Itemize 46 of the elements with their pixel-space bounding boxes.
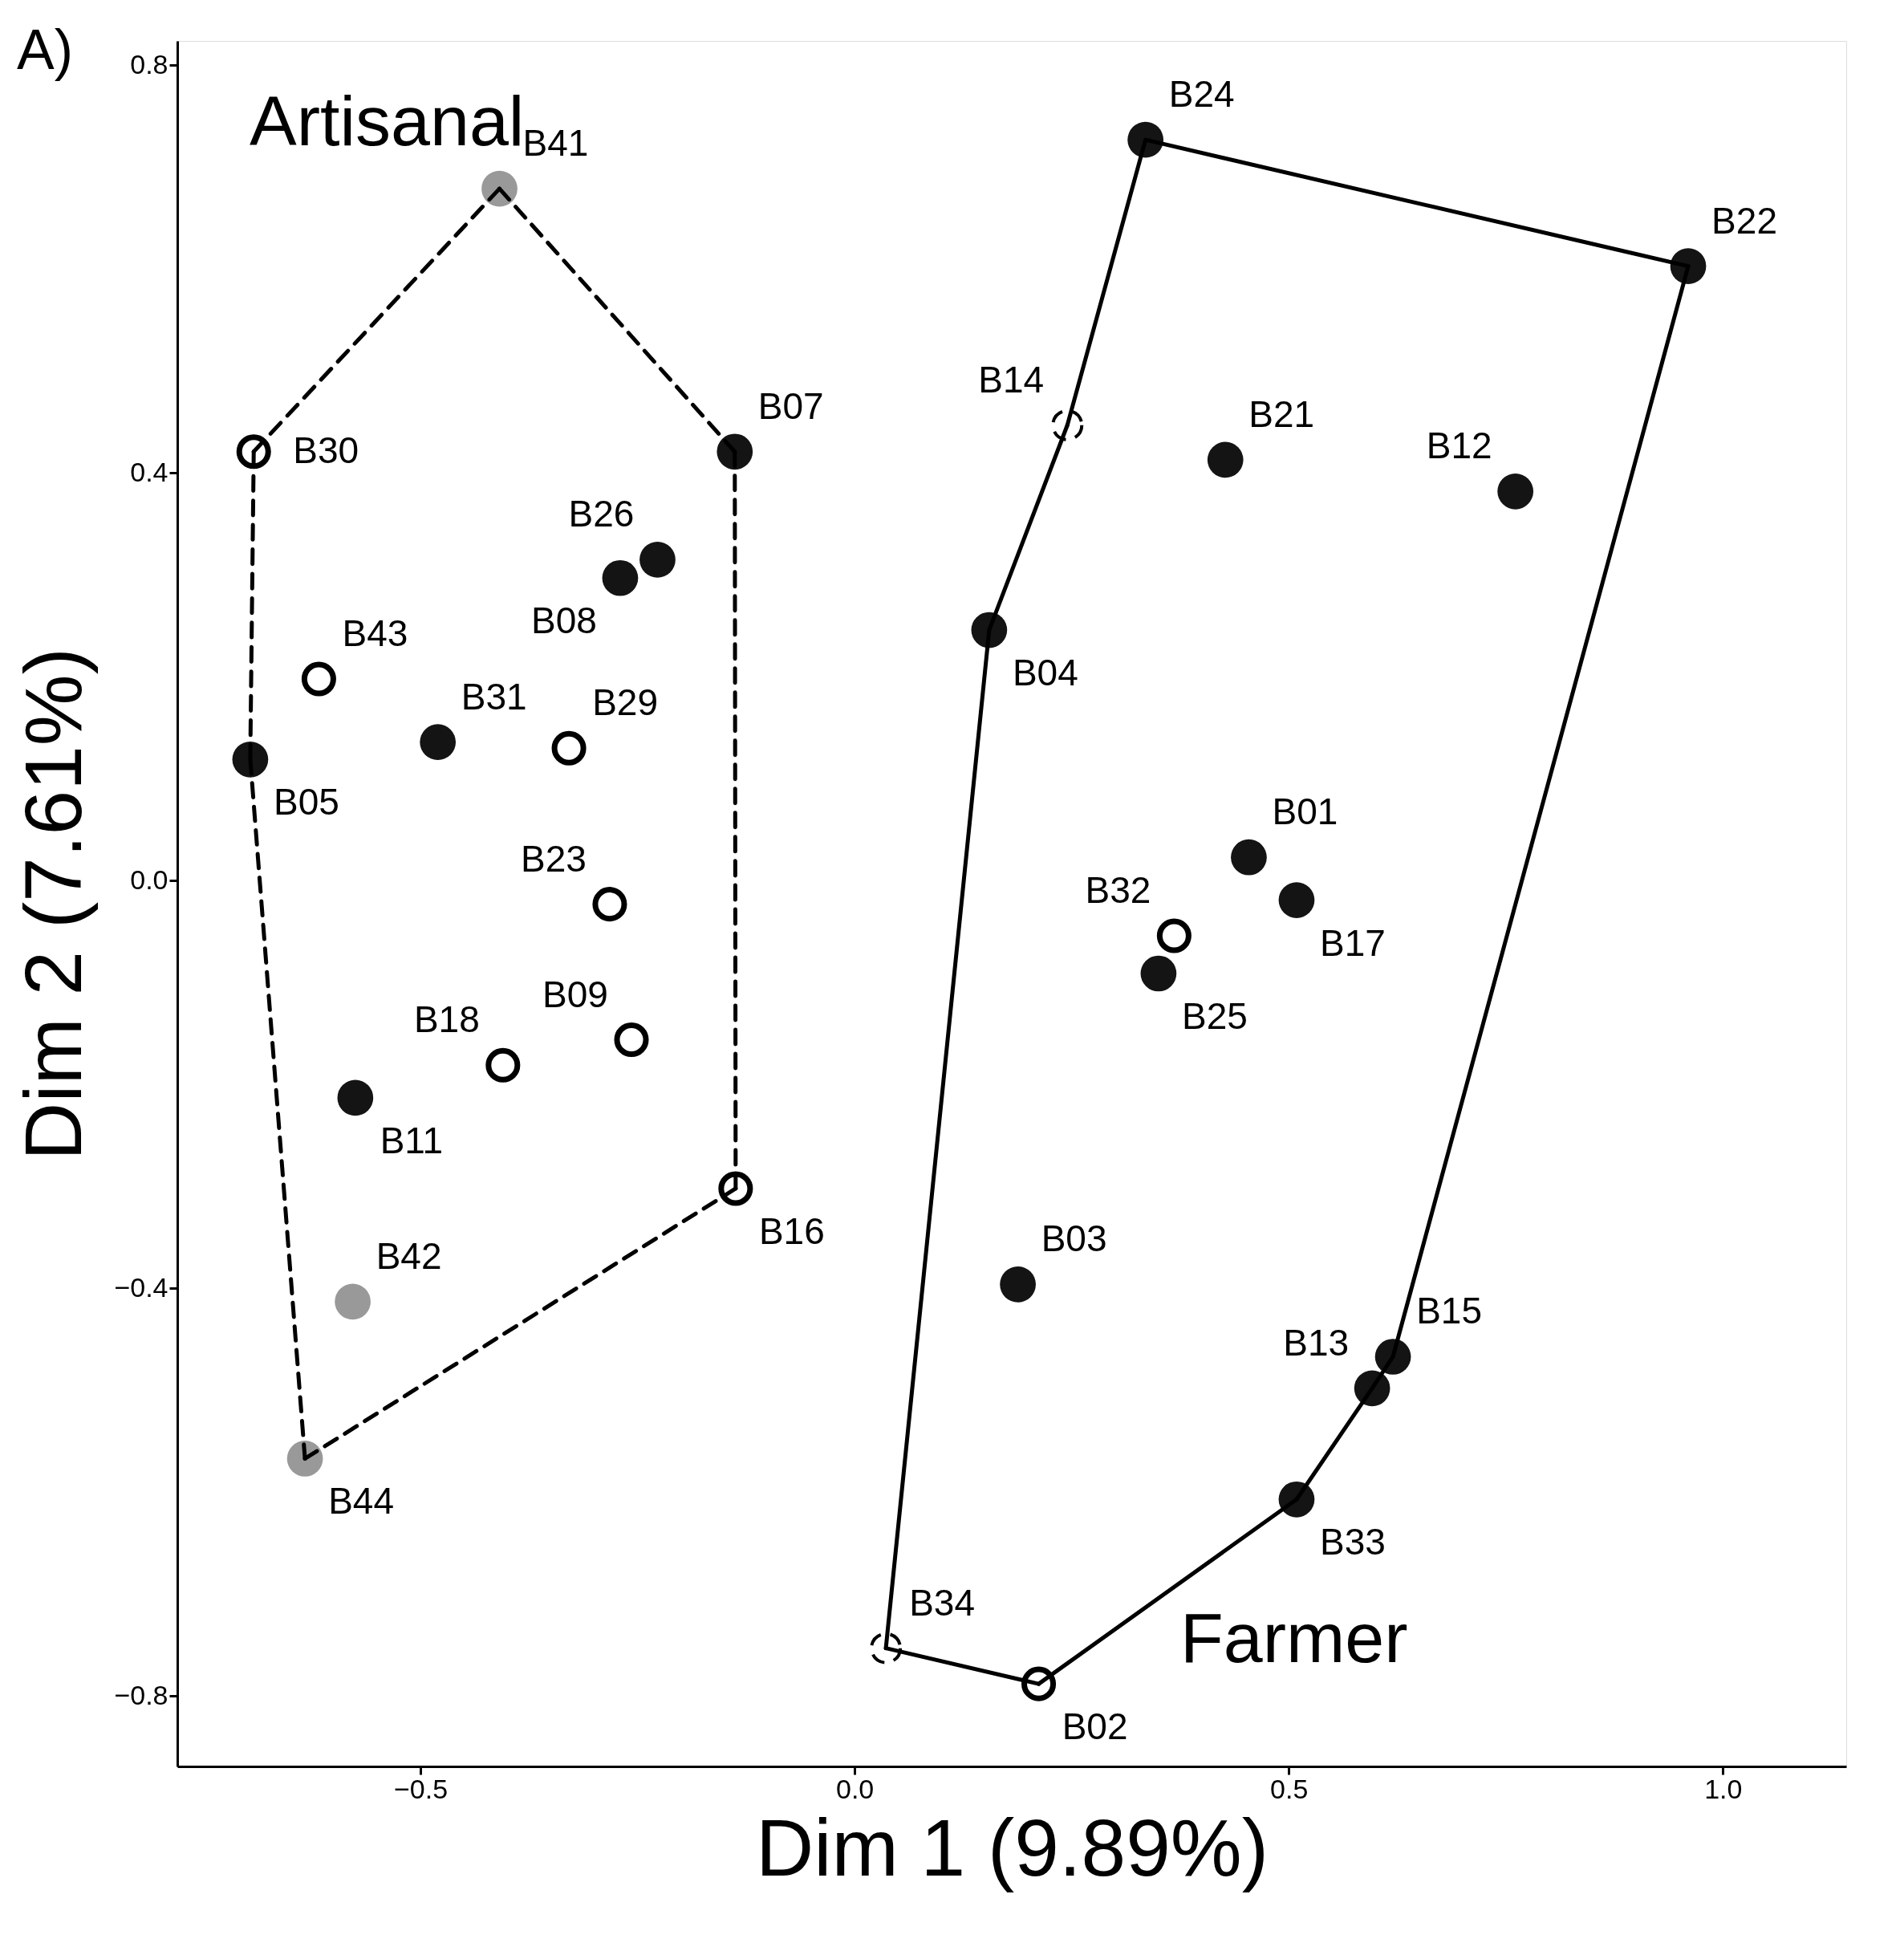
x-tick-label: 0.0 bbox=[835, 1773, 875, 1804]
data-label: B13 bbox=[1283, 1321, 1350, 1364]
data-label: B07 bbox=[757, 384, 824, 427]
text: A) bbox=[17, 18, 73, 81]
y-tick-label: −0.8 bbox=[114, 1679, 168, 1710]
data-label: B42 bbox=[376, 1234, 442, 1277]
data-label: B32 bbox=[1085, 869, 1151, 911]
y-tick-label: 0.0 bbox=[130, 864, 168, 895]
data-label: B24 bbox=[1168, 73, 1235, 116]
data-label: B14 bbox=[978, 358, 1045, 400]
data-label: B09 bbox=[542, 973, 608, 1015]
data-label: B18 bbox=[413, 998, 480, 1041]
y-tick-label: 0.4 bbox=[130, 456, 168, 487]
data-label: B11 bbox=[380, 1119, 444, 1161]
y-axis-title: Dim 2 (7.61%) bbox=[8, 647, 99, 1161]
data-label: B23 bbox=[521, 837, 587, 880]
data-label: B12 bbox=[1426, 425, 1492, 467]
x-tick-label: 1.0 bbox=[1704, 1773, 1743, 1804]
data-label: B29 bbox=[592, 681, 658, 724]
data-label: B22 bbox=[1711, 199, 1777, 242]
x-tick-label: −0.5 bbox=[393, 1773, 449, 1804]
y-tick-label: −0.4 bbox=[114, 1271, 168, 1303]
data-label: B08 bbox=[531, 600, 597, 642]
data-label: B16 bbox=[758, 1209, 825, 1252]
data-label: B31 bbox=[461, 675, 527, 717]
data-label: B17 bbox=[1320, 921, 1386, 964]
annotation: Artisanal bbox=[250, 81, 525, 161]
data-label: B04 bbox=[1012, 652, 1078, 694]
data-label: B33 bbox=[1320, 1521, 1386, 1563]
data-label: B21 bbox=[1248, 392, 1315, 435]
data-label: B05 bbox=[273, 781, 339, 823]
data-label: B25 bbox=[1181, 994, 1248, 1037]
data-label: B34 bbox=[909, 1581, 976, 1624]
data-label: B43 bbox=[342, 612, 408, 654]
data-label: B41 bbox=[522, 122, 589, 165]
data-label: B15 bbox=[1416, 1290, 1483, 1332]
data-label: B44 bbox=[328, 1480, 395, 1522]
x-axis-title: Dim 1 (9.89%) bbox=[755, 1802, 1269, 1892]
data-label: B26 bbox=[568, 493, 635, 535]
data-label: B03 bbox=[1041, 1217, 1107, 1260]
annotation: Farmer bbox=[1180, 1598, 1408, 1677]
y-tick-label: 0.8 bbox=[130, 48, 168, 79]
data-label: B02 bbox=[1062, 1705, 1128, 1748]
data-label: B30 bbox=[293, 429, 359, 471]
data-label: B01 bbox=[1272, 791, 1338, 833]
x-tick-label: 0.5 bbox=[1270, 1773, 1309, 1804]
